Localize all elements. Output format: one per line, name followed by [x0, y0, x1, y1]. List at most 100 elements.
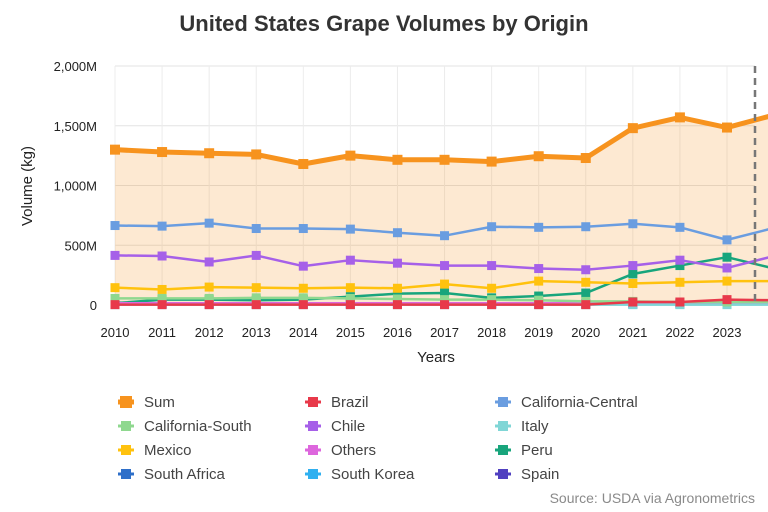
point-sum[interactable]	[722, 122, 732, 133]
point-peru[interactable]	[581, 288, 591, 298]
point-peru[interactable]	[628, 269, 638, 279]
point-brazil[interactable]	[628, 297, 638, 307]
point-mexico[interactable]	[487, 283, 497, 293]
point-sum[interactable]	[439, 154, 450, 165]
point-california-central[interactable]	[392, 228, 402, 238]
legend-item-brazil[interactable]: Brazil	[305, 394, 369, 411]
point-california-south[interactable]	[298, 293, 308, 303]
point-peru[interactable]	[392, 289, 402, 299]
point-california-central[interactable]	[298, 224, 308, 234]
point-brazil[interactable]	[440, 300, 450, 310]
point-brazil[interactable]	[675, 297, 685, 307]
point-brazil[interactable]	[298, 300, 308, 310]
point-sum[interactable]	[674, 112, 685, 123]
point-california-south[interactable]	[157, 293, 167, 303]
legend-item-california-south[interactable]: California-South	[118, 418, 252, 435]
point-peru[interactable]	[440, 288, 450, 298]
point-sum[interactable]	[580, 153, 591, 164]
point-chile[interactable]	[581, 265, 591, 275]
point-california-central[interactable]	[581, 222, 591, 232]
point-california-central[interactable]	[440, 231, 450, 241]
point-california-central[interactable]	[675, 222, 685, 232]
point-chile[interactable]	[392, 258, 402, 268]
point-sum[interactable]	[486, 156, 497, 167]
chart-title: United States Grape Volumes by Origin	[179, 11, 588, 36]
point-sum[interactable]	[204, 148, 215, 159]
point-brazil[interactable]	[345, 300, 355, 310]
point-california-south[interactable]	[392, 294, 402, 304]
point-brazil[interactable]	[722, 295, 732, 305]
point-mexico[interactable]	[581, 277, 591, 287]
point-peru[interactable]	[675, 261, 685, 271]
point-chile[interactable]	[534, 264, 544, 274]
point-mexico[interactable]	[675, 277, 685, 287]
point-california-south[interactable]	[204, 293, 214, 303]
point-california-central[interactable]	[110, 221, 120, 231]
legend-item-south-africa[interactable]: South Africa	[118, 466, 226, 483]
point-sum[interactable]	[627, 123, 638, 134]
point-mexico[interactable]	[157, 284, 167, 294]
point-brazil[interactable]	[204, 300, 214, 310]
point-chile[interactable]	[345, 255, 355, 265]
point-california-south[interactable]	[487, 295, 497, 305]
x-tick-label: 2023	[713, 325, 742, 340]
point-chile[interactable]	[110, 250, 120, 260]
point-mexico[interactable]	[110, 283, 120, 293]
point-brazil[interactable]	[392, 300, 402, 310]
point-chile[interactable]	[628, 261, 638, 271]
point-california-central[interactable]	[628, 219, 638, 229]
legend-item-spain[interactable]: Spain	[495, 466, 559, 483]
point-mexico[interactable]	[204, 282, 214, 292]
point-chile[interactable]	[251, 250, 261, 260]
point-mexico[interactable]	[345, 283, 355, 293]
point-chile[interactable]	[204, 257, 214, 267]
point-california-central[interactable]	[251, 224, 261, 234]
legend-item-south-korea[interactable]: South Korea	[305, 466, 415, 483]
legend-item-sum[interactable]: Sum	[118, 394, 175, 411]
point-brazil[interactable]	[487, 300, 497, 310]
point-chile[interactable]	[157, 251, 167, 261]
point-mexico[interactable]	[298, 283, 308, 293]
point-california-central[interactable]	[487, 222, 497, 232]
point-sum[interactable]	[251, 149, 262, 160]
point-brazil[interactable]	[534, 300, 544, 310]
point-sum[interactable]	[298, 158, 309, 169]
point-chile[interactable]	[440, 261, 450, 271]
point-brazil[interactable]	[110, 300, 120, 310]
point-chile[interactable]	[722, 263, 732, 273]
point-california-central[interactable]	[534, 222, 544, 232]
point-california-south[interactable]	[440, 295, 450, 305]
legend-item-california-central[interactable]: California-Central	[495, 394, 638, 411]
point-brazil[interactable]	[251, 300, 261, 310]
point-mexico[interactable]	[534, 276, 544, 286]
point-sum[interactable]	[533, 151, 544, 162]
point-chile[interactable]	[298, 261, 308, 271]
point-california-south[interactable]	[345, 293, 355, 303]
point-brazil[interactable]	[157, 300, 167, 310]
point-california-south[interactable]	[110, 293, 120, 303]
point-mexico[interactable]	[392, 283, 402, 293]
point-mexico[interactable]	[251, 283, 261, 293]
point-mexico[interactable]	[722, 276, 732, 286]
point-california-central[interactable]	[157, 221, 167, 231]
point-mexico[interactable]	[440, 279, 450, 289]
point-mexico[interactable]	[628, 278, 638, 288]
point-california-central[interactable]	[345, 224, 355, 234]
point-sum[interactable]	[345, 150, 356, 161]
point-brazil[interactable]	[581, 300, 591, 310]
point-peru[interactable]	[722, 252, 732, 262]
point-california-central[interactable]	[722, 235, 732, 245]
point-sum[interactable]	[392, 154, 403, 165]
legend-item-italy[interactable]: Italy	[495, 418, 549, 435]
point-chile[interactable]	[675, 255, 685, 265]
legend-item-others[interactable]: Others	[305, 442, 376, 459]
point-sum[interactable]	[110, 144, 120, 155]
point-california-central[interactable]	[204, 218, 214, 228]
point-california-south[interactable]	[251, 293, 261, 303]
legend-item-peru[interactable]: Peru	[495, 442, 553, 459]
legend-item-mexico[interactable]: Mexico	[118, 442, 192, 459]
legend-item-chile[interactable]: Chile	[305, 418, 365, 435]
legend-marker-swatch	[498, 445, 508, 455]
point-sum[interactable]	[157, 147, 168, 158]
point-chile[interactable]	[487, 261, 497, 271]
